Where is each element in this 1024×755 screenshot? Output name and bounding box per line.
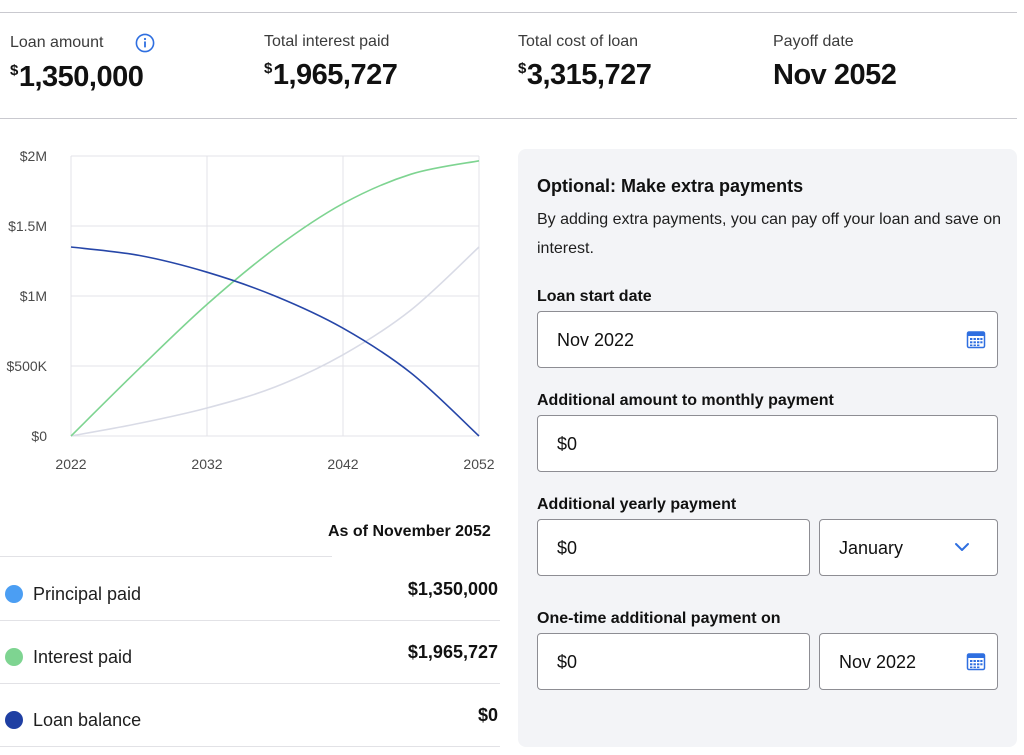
calendar-icon[interactable] — [966, 329, 986, 349]
y-tick-label: $0 — [31, 428, 47, 444]
total-interest-stat: Total interest paid $1,965,727 — [264, 33, 398, 92]
onetime-amount-value: $0 — [557, 652, 578, 672]
breakdown-divider — [0, 620, 500, 621]
breakdown-divider — [0, 683, 500, 684]
principal-paid-line — [70, 246, 480, 437]
payoff-label: Payoff date — [773, 33, 854, 50]
interest-label: Interest paid — [33, 647, 133, 667]
breakdown-divider — [0, 556, 332, 557]
panel-description: By adding extra payments, you can pay of… — [537, 211, 1001, 257]
extra-payments-panel: Optional: Make extra payments By adding … — [518, 149, 1017, 747]
x-tick-label: 2052 — [463, 456, 494, 472]
x-tick-label: 2032 — [191, 456, 222, 472]
chevron-down-icon[interactable] — [954, 540, 970, 552]
breakdown-row-balance: Loan balance $0 — [0, 684, 500, 746]
monthly-extra-input[interactable]: $0 — [537, 415, 998, 472]
currency-symbol: $ — [264, 60, 272, 77]
total-cost-stat: Total cost of loan $3,315,727 — [518, 33, 652, 92]
monthly-extra-label: Additional amount to monthly payment — [537, 392, 834, 409]
total-cost-number: 3,315,727 — [526, 59, 652, 91]
balance-value: $0 — [477, 705, 498, 725]
loan-amount-stat: Loan amount $1,350,000 — [10, 33, 155, 94]
payoff-stat: Payoff date Nov 2052 — [773, 33, 897, 92]
yearly-month-select[interactable]: January — [819, 519, 998, 576]
loan-amount-label: Loan amount — [10, 34, 104, 51]
y-tick-label: $1M — [20, 288, 47, 304]
y-tick-label: $1.5M — [8, 218, 47, 234]
currency-symbol: $ — [518, 60, 526, 77]
loan-amount-value: $1,350,000 — [10, 61, 155, 94]
panel-title: Optional: Make extra payments — [537, 176, 804, 196]
calendar-icon[interactable] — [966, 651, 986, 671]
loan-start-date-field[interactable]: Nov 2022 — [537, 311, 998, 368]
interest-dot — [5, 648, 23, 666]
breakdown-divider — [0, 746, 500, 747]
y-tick-label: $500K — [7, 358, 48, 374]
principal-label: Principal paid — [33, 584, 142, 604]
onetime-date-value: Nov 2022 — [839, 652, 917, 672]
loan-amount-number: 1,350,000 — [18, 61, 144, 93]
loan-start-date-value: Nov 2022 — [557, 330, 635, 350]
onetime-label: One-time additional payment on — [537, 610, 781, 627]
as-of-label: As of November 2052 — [328, 523, 491, 540]
summary-divider — [0, 118, 1017, 119]
interest-value: $1,965,727 — [407, 642, 498, 662]
currency-symbol: $ — [10, 62, 18, 79]
principal-dot — [5, 585, 23, 603]
total-interest-number: 1,965,727 — [272, 59, 398, 91]
payoff-value: Nov 2052 — [773, 59, 897, 91]
x-tick-label: 2042 — [327, 456, 358, 472]
yearly-extra-value: $0 — [557, 538, 578, 558]
total-cost-value: $3,315,727 — [518, 59, 652, 92]
y-tick-label: $2M — [20, 148, 47, 164]
total-interest-label: Total interest paid — [264, 33, 390, 50]
loan-start-label: Loan start date — [537, 288, 652, 305]
info-icon[interactable] — [135, 33, 155, 53]
loan-balance-line — [70, 246, 480, 437]
yearly-extra-input[interactable]: $0 — [537, 519, 810, 576]
monthly-extra-value: $0 — [557, 434, 578, 454]
total-interest-value: $1,965,727 — [264, 59, 398, 92]
x-tick-label: 2022 — [55, 456, 86, 472]
balance-label: Loan balance — [33, 710, 142, 730]
total-cost-label: Total cost of loan — [518, 33, 639, 50]
onetime-amount-input[interactable]: $0 — [537, 633, 810, 690]
amortization-chart: $0 $500K $1M $1.5M $2M 2022 2032 2042 2052 — [7, 148, 495, 472]
onetime-date-field[interactable]: Nov 2022 — [819, 633, 998, 690]
breakdown-row-interest: Interest paid $1,965,727 — [0, 621, 500, 683]
principal-value: $1,350,000 — [407, 579, 498, 599]
top-divider — [0, 12, 1017, 13]
balance-dot — [5, 711, 23, 729]
interest-paid-line — [70, 160, 480, 437]
yearly-month-value: January — [839, 538, 904, 558]
breakdown-row-principal: Principal paid $1,350,000 — [0, 558, 500, 620]
yearly-extra-label: Additional yearly payment — [537, 496, 737, 513]
